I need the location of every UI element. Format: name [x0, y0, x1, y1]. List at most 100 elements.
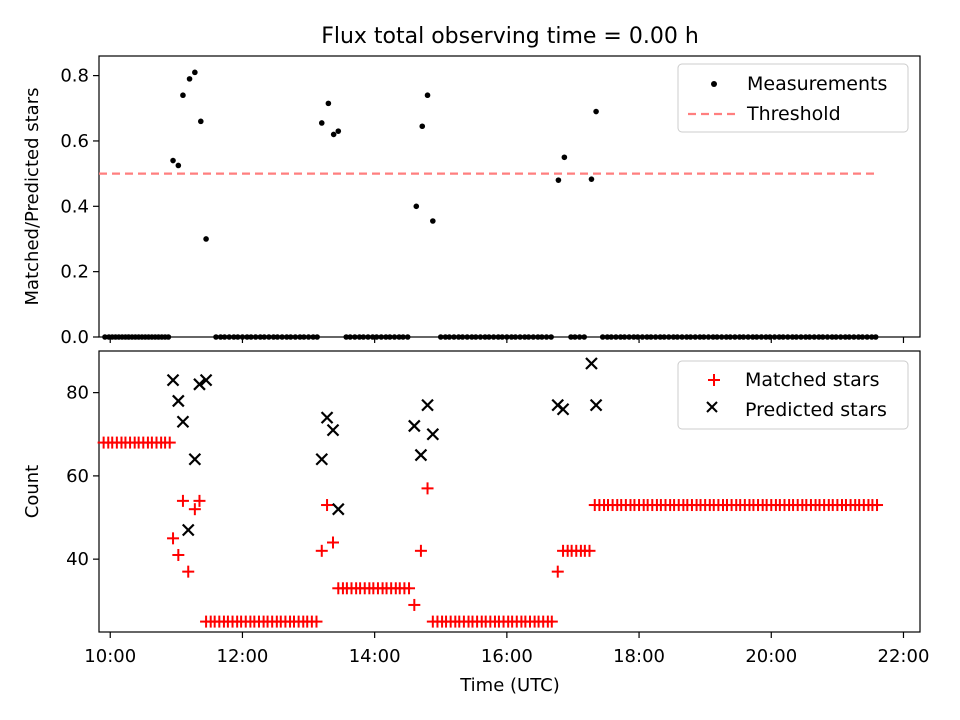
bottom-legend: Matched stars Predicted stars — [677, 360, 909, 430]
predicted-star-point — [414, 448, 428, 462]
measurement-point — [806, 334, 813, 340]
measurement-point — [740, 334, 747, 340]
measurement-point — [404, 334, 411, 340]
top-legend-box — [677, 63, 909, 133]
measurement-point — [197, 118, 204, 125]
legend-label-threshold: Threshold — [746, 103, 841, 125]
top-y-tick-label: 0.4 — [60, 196, 89, 217]
measurement-point — [365, 334, 371, 340]
measurement-point — [666, 334, 672, 340]
measurement-point — [630, 334, 637, 340]
top-panel-measurements: 0.00.20.40.60.8 Matched/Predicted stars … — [22, 55, 921, 348]
measurement-point — [495, 334, 502, 340]
measurement-point — [330, 131, 337, 138]
measurement-point — [824, 334, 831, 340]
top-y-tick-label: 0.0 — [60, 327, 89, 348]
measurement-point — [305, 334, 312, 340]
predicted-star-point — [408, 419, 421, 433]
measurement-point — [763, 334, 769, 340]
measurement-point — [608, 334, 615, 340]
predicted-star-point — [193, 378, 206, 391]
x-tick-label: 20:00 — [745, 646, 797, 667]
measurement-point — [301, 334, 307, 340]
measurement-point — [811, 334, 818, 340]
measurement-point — [530, 334, 537, 340]
measurement-point — [270, 334, 277, 340]
measurement-point — [568, 334, 574, 340]
measurement-point — [257, 334, 264, 340]
matched-star-point — [176, 494, 189, 507]
matched-star-point — [310, 615, 323, 628]
measurement-point — [576, 334, 583, 340]
matched-star-point — [193, 494, 206, 507]
measurement-point — [343, 334, 350, 340]
measurement-point — [539, 334, 545, 340]
predicted-star-point — [326, 423, 340, 437]
measurement-point — [464, 334, 470, 340]
measurement-point — [687, 334, 694, 340]
top-legend: Measurements Threshold — [677, 63, 909, 133]
measurement-point — [352, 334, 358, 340]
measurement-point — [437, 334, 444, 340]
measurement-point — [692, 334, 699, 340]
measurement-point — [679, 334, 685, 340]
measurement-point — [383, 334, 389, 340]
predicted-star-point — [556, 403, 570, 416]
measurement-point — [266, 334, 272, 340]
measurement-point — [391, 334, 398, 340]
legend-label-predicted: Predicted stars — [745, 399, 887, 421]
predicted-star-point — [181, 523, 195, 537]
legend-plus-marker — [708, 374, 720, 386]
chart-title: Flux total observing time = 0.00 h — [321, 24, 699, 49]
measurement-point — [613, 334, 619, 340]
measurement-point — [335, 128, 342, 134]
measurement-point — [261, 334, 268, 340]
measurement-point — [644, 334, 650, 340]
measurement-point — [626, 334, 632, 340]
x-tick-label: 10:00 — [84, 646, 136, 667]
top-y-axis-label: Matched/Predicted stars — [22, 88, 43, 306]
measurement-point — [842, 334, 849, 340]
x-tick-label: 16:00 — [481, 646, 533, 667]
measurement-point — [314, 334, 320, 340]
measurement-point — [482, 334, 488, 340]
top-panel-marks — [99, 69, 879, 340]
measurement-point — [451, 334, 457, 340]
measurement-point — [287, 334, 294, 340]
measurement-point — [387, 334, 393, 340]
measurement-point — [718, 334, 725, 340]
measurement-point — [504, 334, 510, 340]
measurement-point — [175, 162, 182, 169]
measurement-point — [226, 334, 233, 340]
predicted-star-point — [426, 427, 440, 441]
bottom-y-tick-label: 60 — [66, 466, 89, 487]
measurement-point — [572, 334, 578, 340]
matched-star-point — [327, 536, 340, 549]
measurement-point — [186, 76, 193, 82]
predicted-star-point — [166, 373, 180, 387]
measurement-point — [279, 334, 285, 340]
measurement-point — [872, 334, 879, 340]
measurement-point — [661, 334, 667, 340]
measurement-point — [442, 334, 449, 340]
measurement-point — [723, 334, 730, 340]
measurement-point — [165, 334, 172, 340]
measurement-point — [710, 334, 716, 340]
predicted-star-point — [188, 452, 202, 466]
top-y-tick-label: 0.2 — [60, 262, 89, 283]
measurement-point — [378, 334, 385, 340]
measurement-point — [714, 334, 720, 340]
x-axis-label: Time (UTC) — [459, 675, 560, 696]
predicted-star-point — [176, 415, 190, 429]
measurement-point — [459, 334, 466, 340]
measurement-point — [555, 177, 562, 183]
measurement-point — [784, 334, 791, 340]
measurement-point — [851, 334, 857, 340]
top-y-tick-label: 0.8 — [60, 66, 89, 87]
measurement-point — [789, 334, 796, 340]
measurement-point — [424, 92, 431, 99]
matched-star-point — [551, 565, 564, 578]
measurement-point — [231, 334, 237, 340]
measurement-point — [859, 334, 866, 340]
measurement-point — [816, 334, 822, 340]
